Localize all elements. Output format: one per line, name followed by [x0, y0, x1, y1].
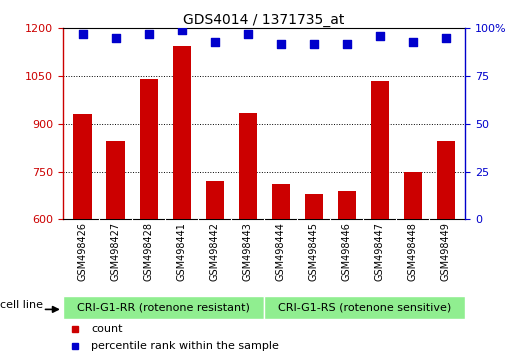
Text: GSM498442: GSM498442	[210, 222, 220, 281]
Text: CRI-G1-RS (rotenone sensitive): CRI-G1-RS (rotenone sensitive)	[278, 302, 451, 312]
Text: cell line: cell line	[0, 300, 43, 310]
Bar	[238, 113, 257, 219]
Point	[343, 41, 351, 46]
Bar	[404, 172, 422, 219]
Point	[210, 39, 219, 45]
Point	[111, 35, 120, 41]
Point	[376, 33, 384, 39]
Bar	[304, 194, 323, 219]
Point	[78, 31, 87, 37]
Text: GSM498445: GSM498445	[309, 222, 319, 281]
Text: GSM498441: GSM498441	[177, 222, 187, 281]
Text: percentile rank within the sample: percentile rank within the sample	[91, 341, 279, 351]
Bar	[337, 191, 356, 219]
Point	[177, 27, 186, 33]
Text: GSM498426: GSM498426	[77, 222, 87, 281]
Text: GSM498427: GSM498427	[110, 222, 121, 281]
Bar	[107, 141, 124, 219]
Text: GSM498448: GSM498448	[407, 222, 418, 281]
Point	[243, 31, 252, 37]
Title: GDS4014 / 1371735_at: GDS4014 / 1371735_at	[184, 13, 345, 27]
Point	[408, 39, 417, 45]
Point	[310, 41, 318, 46]
Text: GSM498428: GSM498428	[144, 222, 154, 281]
Bar	[437, 141, 454, 219]
Bar	[173, 46, 191, 219]
Bar	[371, 81, 389, 219]
Text: CRI-G1-RR (rotenone resistant): CRI-G1-RR (rotenone resistant)	[77, 302, 250, 312]
Text: GSM498447: GSM498447	[374, 222, 384, 281]
Bar	[271, 184, 290, 219]
Text: GSM498449: GSM498449	[441, 222, 451, 281]
Bar	[74, 114, 92, 219]
Point	[277, 41, 285, 46]
Bar	[264, 296, 465, 319]
Text: GSM498446: GSM498446	[342, 222, 351, 281]
Bar	[63, 296, 264, 319]
Text: GSM498443: GSM498443	[243, 222, 253, 281]
Text: GSM498444: GSM498444	[276, 222, 286, 281]
Bar	[140, 79, 157, 219]
Bar	[206, 181, 224, 219]
Point	[441, 35, 450, 41]
Text: count: count	[91, 324, 122, 333]
Point	[144, 31, 153, 37]
